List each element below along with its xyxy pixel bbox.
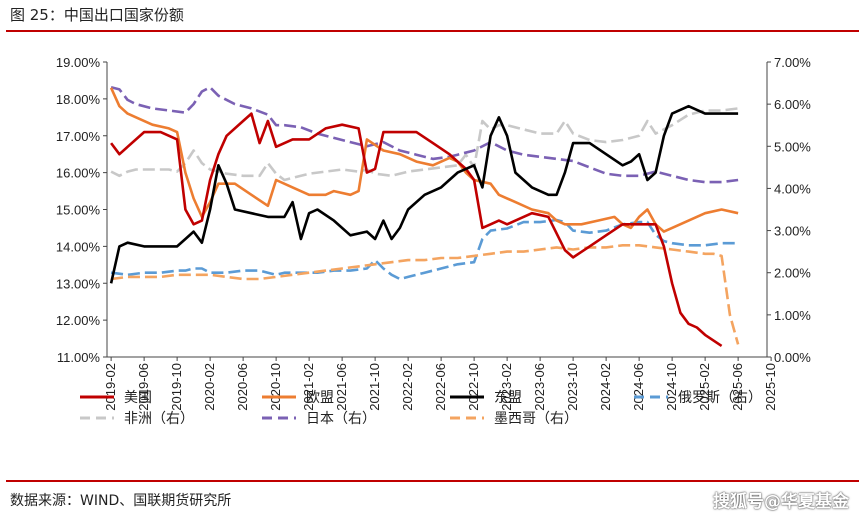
source-rule — [6, 480, 859, 482]
legend-label-1: 欧盟 — [306, 390, 334, 406]
x-tick-label: 2019-02 — [103, 363, 118, 411]
left-tick-label: 18.00% — [56, 92, 101, 107]
right-tick-label: 4.00% — [774, 181, 811, 196]
chart-canvas: 11.00% 12.00% 13.00% 14.00% 15.00% 16.00% 17.0… — [56, 55, 811, 427]
x-tick-label: 2024-10 — [664, 363, 679, 411]
x-tick-label: 2023-10 — [565, 363, 580, 411]
right-tick-label: 7.00% — [774, 55, 811, 70]
right-tick-label: 3.00% — [774, 224, 811, 239]
left-tick-label: 13.00% — [56, 276, 101, 291]
left-tick-label: 14.00% — [56, 239, 101, 254]
x-tick-label: 2022-06 — [433, 363, 448, 411]
x-tick-label: 2022-10 — [466, 363, 481, 411]
x-tick-label: 2022-02 — [400, 363, 415, 411]
x-tick-label: 2020-10 — [268, 363, 283, 411]
legend-label-0: 美国 — [124, 390, 152, 406]
x-tick-label: 2024-06 — [631, 363, 646, 411]
source-note: 数据来源：WIND、国联期货研究所 — [10, 493, 232, 509]
title-rule — [6, 30, 859, 32]
watermark-text: 搜狐号@华夏基金 — [713, 492, 849, 512]
left-tick-label: 19.00% — [56, 55, 101, 70]
left-tick-label: 12.00% — [56, 313, 101, 328]
left-tick-label: 17.00% — [56, 129, 101, 144]
x-tick-label: 2024-02 — [598, 363, 613, 411]
legend-label-3: 俄罗斯（右） — [678, 390, 762, 406]
x-tick-label: 2021-06 — [334, 363, 349, 411]
left-tick-label: 15.00% — [56, 203, 101, 218]
figure-title: 图 25：中国出口国家份额 — [10, 6, 184, 24]
chart-axes: 11.00% 12.00% 13.00% 14.00% 15.00% 16.00% 17.0… — [56, 55, 811, 411]
x-tick-label: 2025-06 — [730, 363, 745, 411]
right-tick-label: 1.00% — [774, 308, 811, 323]
series-line-4 — [110, 107, 739, 182]
x-tick-label: 2021-10 — [367, 363, 382, 411]
series-line-1 — [109, 87, 739, 233]
right-tick-label: 0.00% — [774, 350, 811, 365]
series-line-2 — [109, 104, 739, 284]
x-tick-label: 2019-10 — [169, 363, 184, 411]
right-tick-label: 5.00% — [774, 139, 811, 154]
x-tick-label: 2019-06 — [136, 363, 151, 411]
legend-label-4: 非洲（右） — [124, 411, 194, 427]
legend-label-6: 墨西哥（右） — [494, 411, 578, 427]
right-tick-label: 6.00% — [774, 97, 811, 112]
left-tick-label: 11.00% — [57, 350, 101, 365]
right-tick-label: 2.00% — [774, 266, 811, 281]
series-layer — [109, 86, 740, 347]
x-tick-label: 2020-02 — [202, 363, 217, 411]
chart-legend: 美国 欧盟 东盟 俄罗斯（右） 非洲（右） 日本（右） 墨西哥（右） — [80, 390, 762, 427]
legend-label-5: 日本（右） — [306, 411, 376, 427]
x-tick-label: 2020-06 — [235, 363, 250, 411]
series-line-5 — [110, 86, 739, 184]
x-tick-label: 2025-10 — [763, 363, 778, 411]
left-tick-label: 16.00% — [56, 166, 101, 181]
x-tick-label: 2021-02 — [301, 363, 316, 411]
x-tick-label: 2023-02 — [499, 363, 514, 411]
series-line-0 — [110, 112, 723, 347]
x-tick-label: 2023-06 — [532, 363, 547, 411]
series-line-3 — [110, 218, 739, 281]
series-line-6 — [110, 244, 740, 345]
legend-label-2: 东盟 — [494, 390, 522, 406]
x-tick-label: 2025-02 — [697, 363, 712, 411]
